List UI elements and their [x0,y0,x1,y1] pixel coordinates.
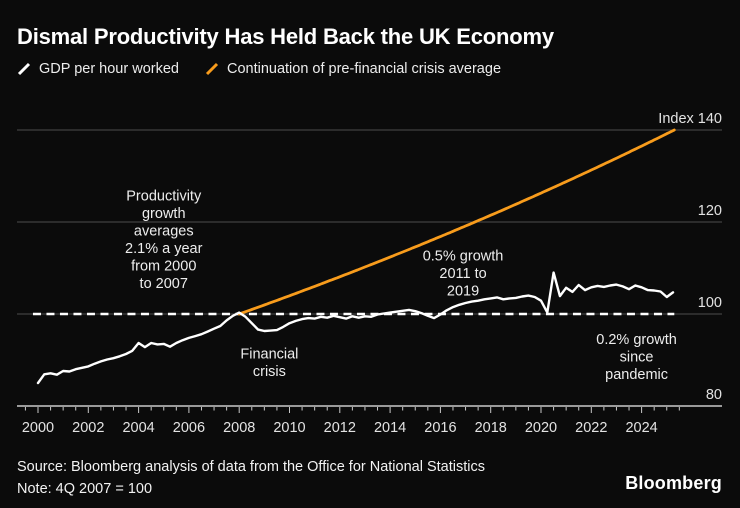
white-slash-icon [17,62,31,76]
x-axis-label-2008: 2008 [223,420,255,436]
x-axis-label-2000: 2000 [22,420,54,436]
x-axis-label-2004: 2004 [122,420,154,436]
legend-item-gdp: GDP per hour worked [17,61,179,77]
x-axis-label-2006: 2006 [173,420,205,436]
x-axis-label-2002: 2002 [72,420,104,436]
legend-label-trend: Continuation of pre-financial crisis ave… [226,61,502,77]
x-axis-label-2010: 2010 [273,420,305,436]
legend: GDP per hour worked Continuation of pre-… [17,61,501,77]
note-line: Note: 4Q 2007 = 100 [17,481,153,497]
legend-item-trend: Continuation of pre-financial crisis ave… [205,61,501,77]
source-line: Source: Bloomberg analysis of data from … [17,459,485,475]
y-axis-label-80: 80 [706,387,722,403]
y-axis-label-100: 100 [698,295,722,311]
annotation-growth-since-pandemic: pandemic [605,367,668,383]
y-axis-label-140: Index 140 [658,111,722,127]
bloomberg-logo: Bloomberg [625,473,722,493]
annotation-productivity-growth: from 2000 [131,259,196,275]
annotation-growth-2011-2019: 0.5% growth [423,248,504,264]
x-axis-label-2022: 2022 [575,420,607,436]
x-axis-label-2018: 2018 [475,420,507,436]
gdp-line-series [36,271,675,385]
x-axis-label-2024: 2024 [625,420,657,436]
annotation-productivity-growth: Productivity [126,189,202,205]
legend-label-gdp: GDP per hour worked [39,61,179,77]
annotation-growth-since-pandemic: 0.2% growth [596,332,677,348]
annotation-financial-crisis: Financial [240,346,298,362]
chart-title: Dismal Productivity Has Held Back the UK… [17,24,554,49]
annotation-growth-2011-2019: 2019 [447,283,479,299]
annotation-growth-since-pandemic: since [620,350,654,366]
source-note: Source: Bloomberg analysis of data from … [17,456,485,500]
x-axis-label-2020: 2020 [525,420,557,436]
trend-line-series [237,128,676,316]
y-axis-label-120: 120 [698,203,722,219]
annotation-financial-crisis: crisis [253,364,286,380]
x-axis-label-2014: 2014 [374,420,406,436]
orange-slash-icon [205,62,219,76]
annotation-productivity-growth: to 2007 [140,276,188,292]
annotation-productivity-growth: 2.1% a year [125,241,203,257]
x-axis-label-2012: 2012 [324,420,356,436]
annotation-productivity-growth: averages [134,224,194,240]
annotation-growth-2011-2019: 2011 to [439,266,486,282]
annotation-productivity-growth: growth [142,206,186,222]
x-axis-label-2016: 2016 [424,420,456,436]
